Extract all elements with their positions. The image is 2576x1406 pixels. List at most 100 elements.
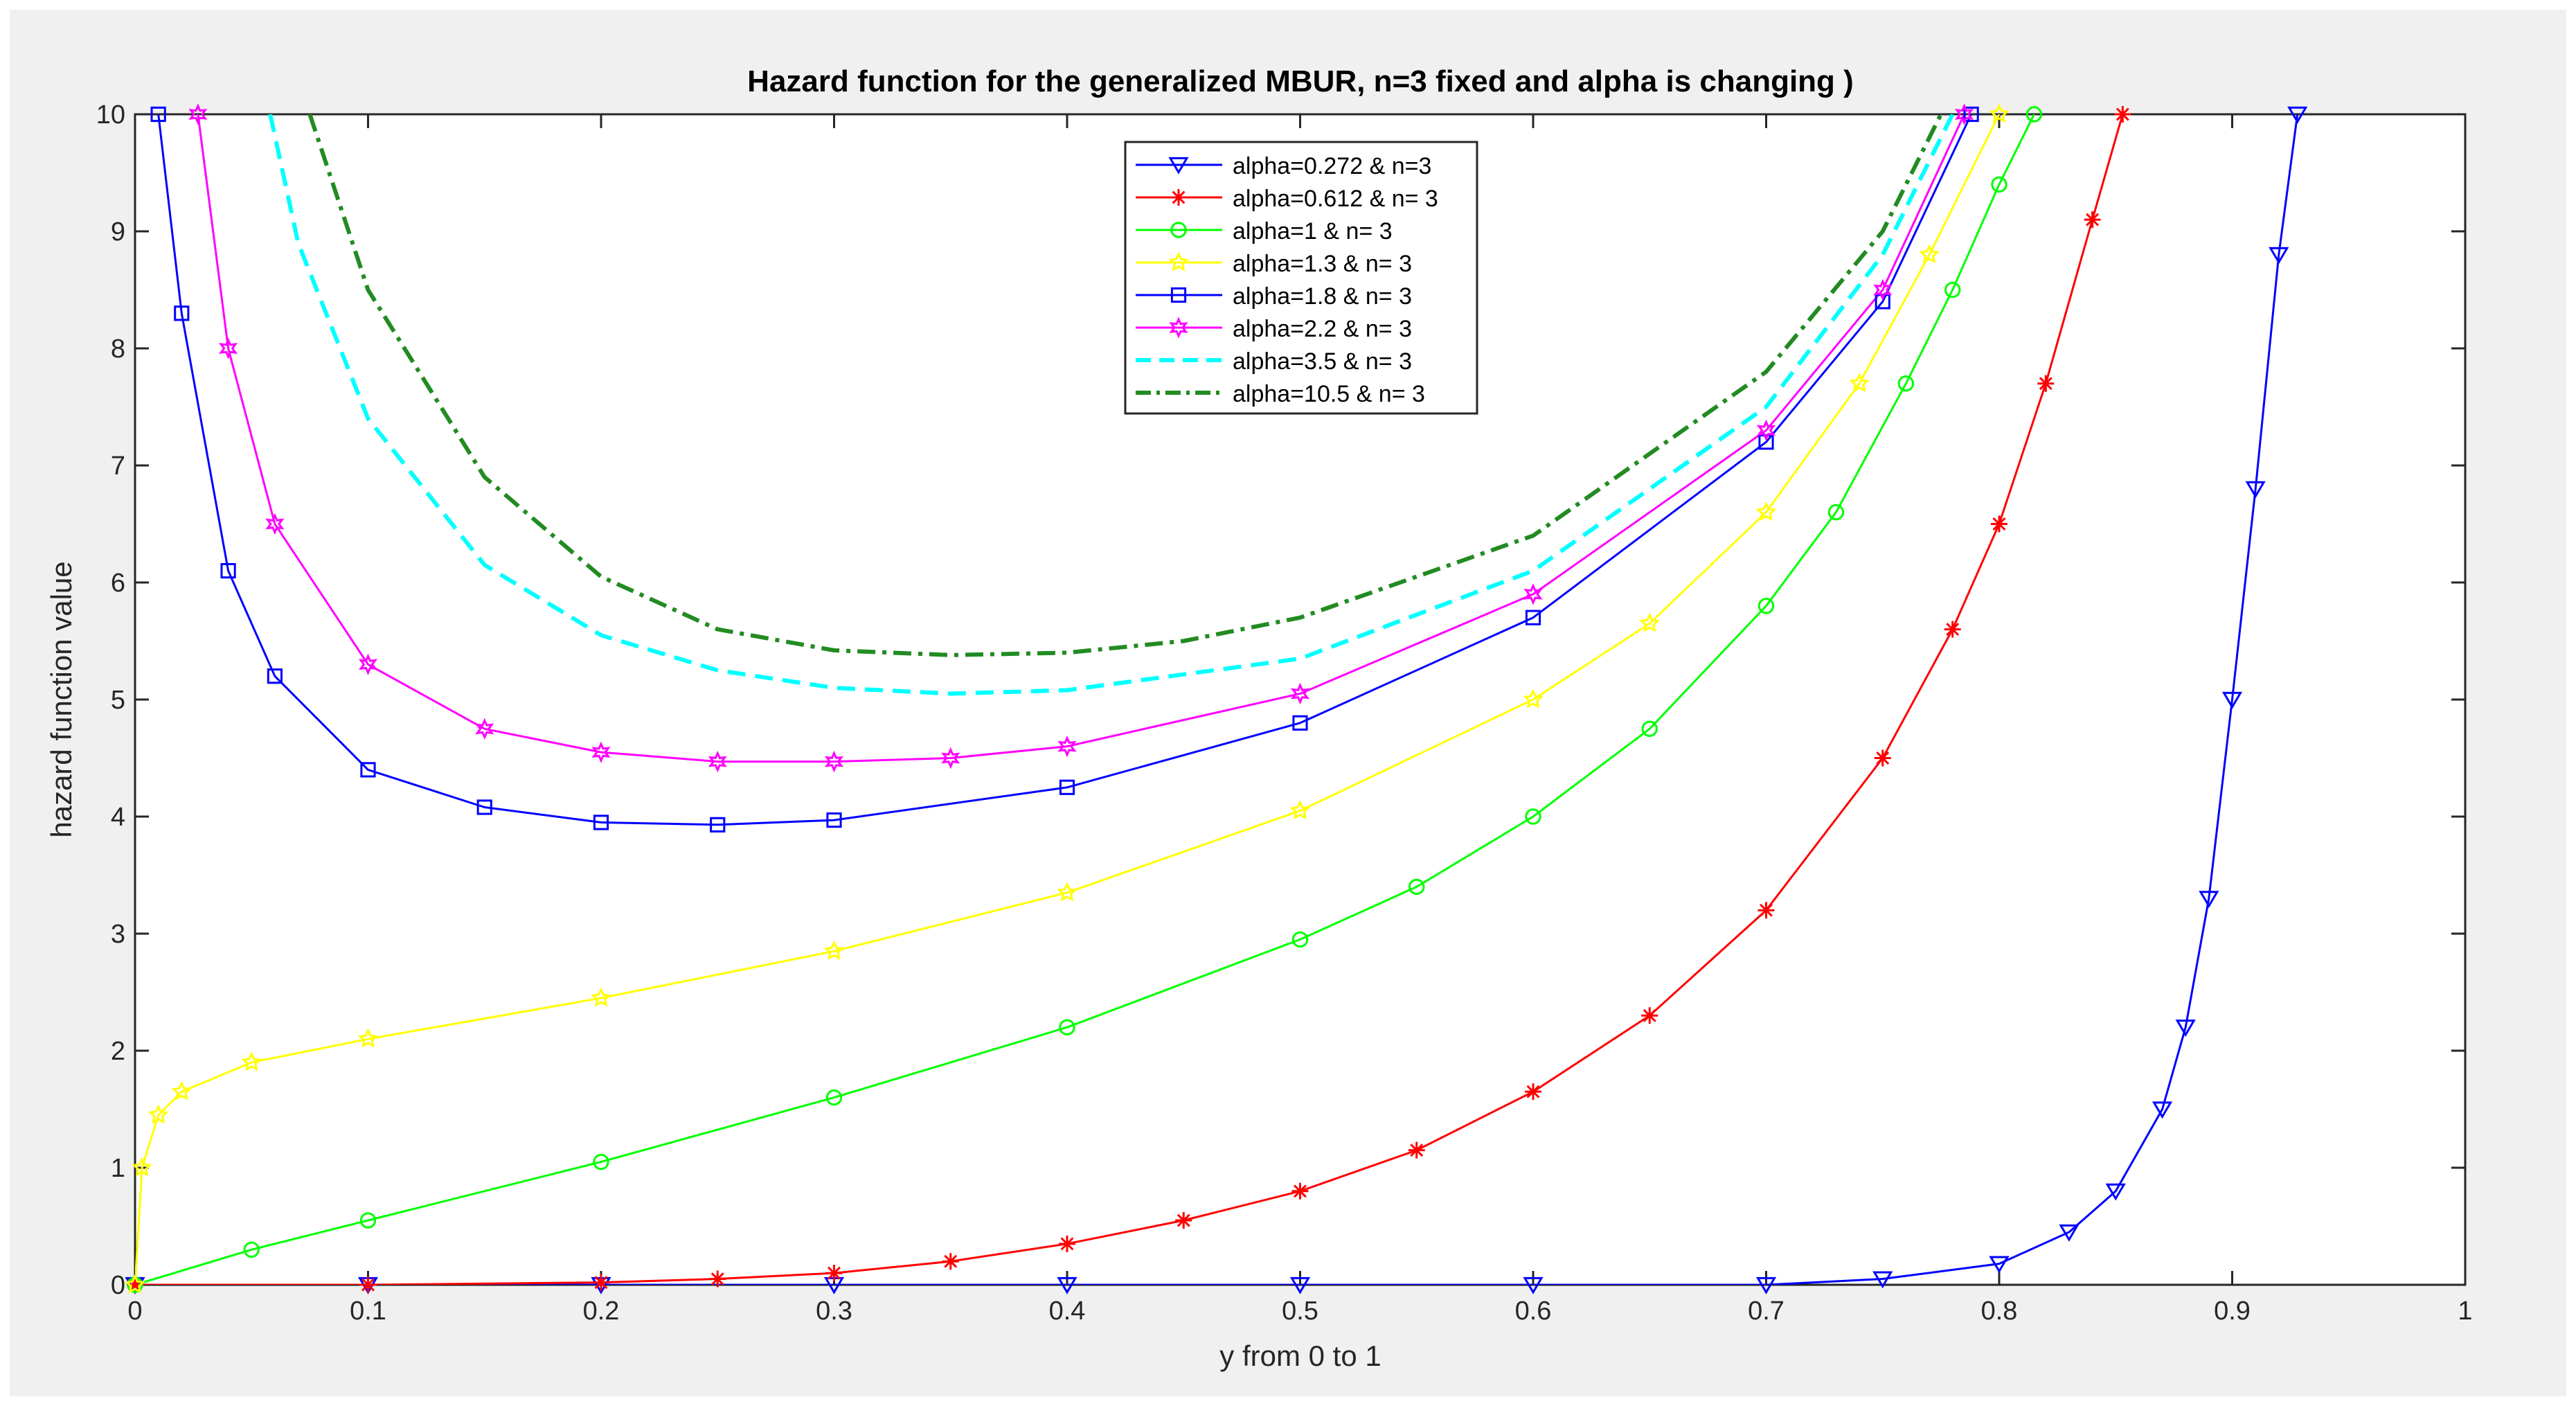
series-marker-1 bbox=[1525, 1083, 1541, 1101]
series-marker-1 bbox=[1944, 621, 1961, 638]
series-marker-1 bbox=[942, 1253, 959, 1270]
y-tick-label: 6 bbox=[111, 569, 125, 598]
series-marker-3 bbox=[357, 1028, 379, 1048]
series-line-4 bbox=[157, 114, 1972, 826]
series-marker-5 bbox=[1523, 583, 1543, 605]
series-marker-0 bbox=[2059, 1224, 2079, 1242]
legend-marker bbox=[1169, 317, 1188, 339]
series-marker-4 bbox=[1875, 294, 1890, 310]
series-marker-1 bbox=[825, 1265, 843, 1282]
x-tick-label: 0.4 bbox=[1049, 1297, 1086, 1326]
x-tick-label: 0.8 bbox=[1981, 1297, 2018, 1326]
series-marker-1 bbox=[1059, 1235, 1075, 1252]
series-marker-0 bbox=[1289, 1276, 1311, 1294]
series-marker-1 bbox=[1175, 1212, 1192, 1229]
series-marker-1 bbox=[709, 1270, 726, 1288]
series-marker-2 bbox=[2025, 106, 2043, 123]
x-tick-label: 0.7 bbox=[1748, 1297, 1785, 1326]
legend-label: alpha=2.2 & n= 3 bbox=[1233, 316, 1412, 342]
legend-marker bbox=[1168, 157, 1189, 175]
x-tick-label: 0.3 bbox=[816, 1297, 852, 1326]
legend-box bbox=[1124, 141, 1478, 415]
x-tick-label: 1 bbox=[2458, 1297, 2472, 1326]
series-marker-1 bbox=[1408, 1141, 1425, 1159]
chart-title: Hazard function for the generalized MBUR… bbox=[747, 64, 1854, 98]
series-markers bbox=[125, 103, 2308, 1294]
legend-label: alpha=0.272 & n=3 bbox=[1233, 153, 1431, 179]
series-marker-1 bbox=[2114, 106, 2131, 123]
series-marker-3 bbox=[1755, 501, 1777, 522]
y-tick-label: 9 bbox=[111, 217, 125, 247]
series-marker-1 bbox=[359, 1276, 377, 1293]
series-marker-2 bbox=[825, 1089, 843, 1106]
series-marker-5 bbox=[218, 337, 238, 359]
series-marker-2 bbox=[1991, 176, 2007, 193]
x-tick-label: 0.9 bbox=[2214, 1297, 2251, 1326]
series-marker-1 bbox=[1991, 515, 2007, 533]
series-marker-5 bbox=[475, 718, 494, 740]
legend: alpha=0.272 & n=3 alpha=0.612 & n= 3 alpha… bbox=[1124, 141, 1478, 415]
x-axis-label: y from 0 to 1 bbox=[1219, 1340, 1381, 1372]
legend-label: alpha=1.8 & n= 3 bbox=[1233, 283, 1412, 310]
series-marker-3 bbox=[1289, 800, 1311, 820]
series-marker-0 bbox=[2221, 691, 2243, 709]
series-marker-2 bbox=[1525, 808, 1541, 825]
series-marker-3 bbox=[171, 1080, 192, 1101]
series-marker-0 bbox=[2199, 891, 2219, 909]
series-marker-5 bbox=[824, 750, 844, 773]
series-marker-3 bbox=[591, 987, 611, 1007]
y-tick-label: 7 bbox=[111, 452, 125, 481]
series-marker-4 bbox=[1525, 609, 1541, 625]
series-line-3 bbox=[135, 114, 2001, 1285]
legend-marker bbox=[1170, 189, 1187, 206]
series-marker-0 bbox=[1523, 1276, 1544, 1294]
series-marker-4 bbox=[220, 563, 236, 579]
series-marker-4 bbox=[1758, 434, 1774, 450]
series-marker-5 bbox=[1756, 419, 1776, 442]
x-tick-label: 0.6 bbox=[1515, 1297, 1552, 1326]
y-axis-label: hazard function value bbox=[45, 561, 78, 837]
series-marker-3 bbox=[1919, 244, 1940, 264]
series-marker-0 bbox=[2152, 1101, 2173, 1119]
series-marker-4 bbox=[826, 812, 842, 828]
legend-marker bbox=[1170, 222, 1187, 238]
series-line-0 bbox=[135, 114, 2299, 1285]
series-marker-0 bbox=[1872, 1271, 1893, 1289]
series-marker-5 bbox=[265, 513, 285, 535]
series-marker-5 bbox=[1873, 278, 1893, 301]
x-tick-label: 0 bbox=[127, 1297, 142, 1326]
y-tick-label: 10 bbox=[96, 100, 125, 130]
series-marker-2 bbox=[1408, 878, 1425, 896]
series-marker-0 bbox=[2287, 106, 2308, 124]
series-marker-3 bbox=[1639, 612, 1660, 632]
series-marker-3 bbox=[147, 1104, 169, 1124]
series-marker-2 bbox=[1897, 375, 1915, 392]
series-marker-3 bbox=[1523, 688, 1544, 709]
series-marker-5 bbox=[1290, 682, 1310, 705]
y-tick-label: 4 bbox=[111, 803, 125, 832]
series-marker-3 bbox=[132, 1157, 152, 1177]
series-marker-2 bbox=[243, 1241, 260, 1258]
series-marker-5 bbox=[188, 103, 208, 125]
series-line-5 bbox=[197, 114, 1965, 763]
series-marker-4 bbox=[1292, 715, 1308, 731]
series-marker-0 bbox=[1989, 1256, 2010, 1274]
series-marker-0 bbox=[1057, 1276, 1077, 1294]
series-marker-1 bbox=[127, 1276, 143, 1293]
series-marker-0 bbox=[2175, 1020, 2196, 1037]
series-line-7 bbox=[307, 114, 1943, 657]
y-tick-label: 3 bbox=[111, 920, 125, 949]
series-marker-1 bbox=[2084, 211, 2101, 229]
series-marker-4 bbox=[360, 762, 376, 778]
legend-label: alpha=3.5 & n= 3 bbox=[1233, 348, 1412, 375]
series-marker-3 bbox=[125, 1274, 145, 1294]
legend-marker bbox=[1170, 287, 1187, 303]
series-marker-3 bbox=[1989, 103, 2010, 123]
series-marker-2 bbox=[1059, 1019, 1075, 1035]
series-marker-0 bbox=[2105, 1183, 2126, 1201]
series-marker-4 bbox=[476, 799, 492, 815]
series-marker-3 bbox=[823, 940, 845, 960]
series-marker-1 bbox=[1291, 1182, 1309, 1200]
series-marker-1 bbox=[1757, 902, 1775, 919]
x-tick-label: 0.5 bbox=[1282, 1297, 1318, 1326]
